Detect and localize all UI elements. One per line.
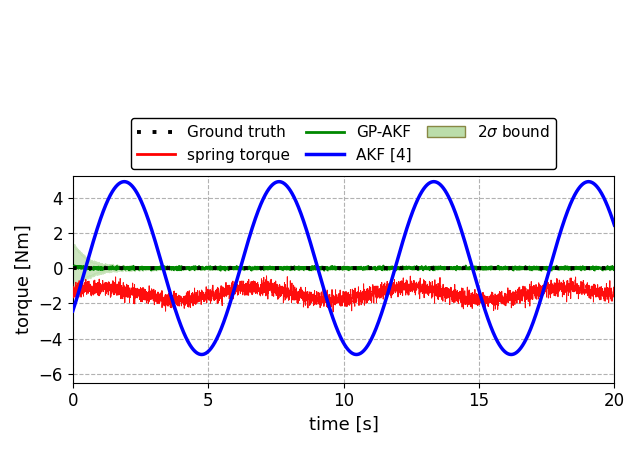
Y-axis label: torque [Nm]: torque [Nm] (15, 224, 33, 335)
X-axis label: time [s]: time [s] (308, 416, 378, 434)
Legend: Ground truth, spring torque, GP-AKF, AKF [4], $2\sigma$ bound: Ground truth, spring torque, GP-AKF, AKF… (131, 118, 556, 169)
